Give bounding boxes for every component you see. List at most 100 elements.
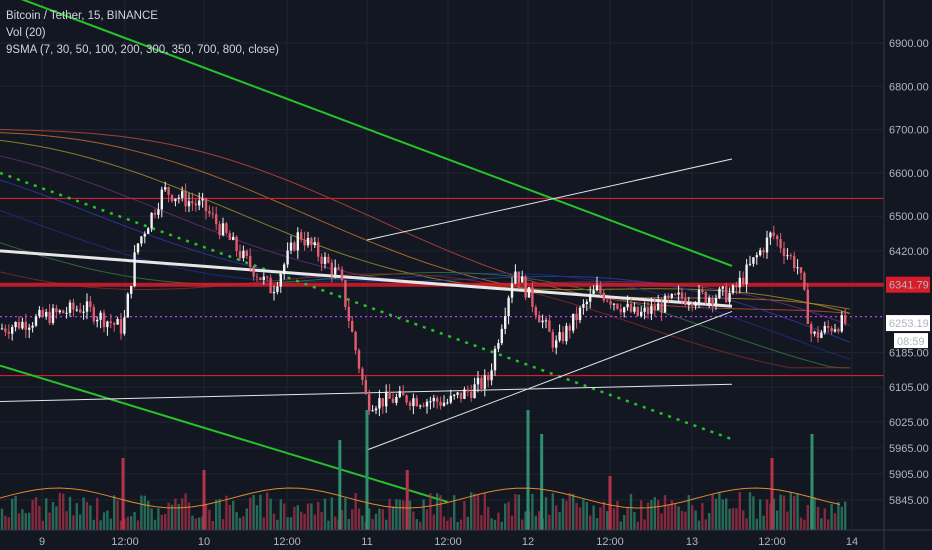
volume-bar [765, 499, 769, 530]
volume-bar [589, 515, 592, 530]
volume-bar [204, 504, 208, 530]
volume-bar [762, 515, 765, 530]
volume-bar [640, 500, 643, 530]
volume-indicator-label[interactable]: Vol (20) [6, 27, 46, 39]
candle-body [837, 329, 840, 332]
candle-body [660, 303, 663, 313]
volume-bar [446, 520, 449, 530]
volume-bar [759, 499, 762, 530]
time-tick-label: 9 [39, 536, 45, 548]
candle-body [636, 306, 639, 316]
candle-body [283, 264, 286, 275]
candle-body [456, 392, 459, 395]
candle-body [578, 307, 582, 321]
volume-bar [548, 514, 551, 530]
candle-body [459, 392, 463, 399]
candle-body [72, 302, 75, 310]
candle-body [177, 197, 180, 199]
volume-spike-bar [202, 470, 206, 530]
candle-body [102, 312, 106, 328]
candle-body [473, 384, 476, 399]
candle-body [31, 325, 34, 328]
sma-indicator-label[interactable]: 9SMA (7, 30, 50, 100, 200, 300, 350, 700… [6, 44, 279, 56]
symbol-title[interactable]: Bitcoin / Tether, 15, BINANCE [6, 10, 158, 22]
volume-bar [517, 494, 520, 530]
volume-bar [235, 511, 238, 530]
candle-body [408, 402, 412, 407]
candle-body [337, 267, 340, 270]
volume-bar [670, 500, 673, 530]
volume-bar [555, 505, 558, 530]
volume-bar [436, 493, 439, 530]
volume-bar [41, 520, 44, 530]
candle-body [718, 288, 721, 298]
candle-body [504, 316, 507, 329]
candle-body [167, 187, 170, 195]
volume-bar [21, 509, 24, 530]
candle-body [79, 309, 82, 313]
volume-spike-bar [540, 434, 544, 530]
candle-body [412, 398, 415, 407]
time-tick-label: 11 [361, 536, 372, 548]
volume-bar [92, 519, 95, 530]
candle-body [320, 256, 323, 264]
volume-bar [697, 520, 701, 530]
volume-bar [643, 519, 646, 530]
volume-bar [374, 513, 378, 530]
candle-body [164, 187, 167, 190]
candle-body [361, 368, 364, 380]
candle-body [820, 332, 823, 338]
candle-body [7, 331, 10, 334]
volume-bar [361, 515, 364, 530]
volume-bar [752, 496, 755, 530]
volume-bar [65, 511, 68, 530]
candle-body [833, 329, 837, 332]
volume-bar [623, 515, 626, 530]
candle-body [500, 328, 503, 344]
candle-body [538, 315, 541, 323]
candle-body [765, 237, 769, 253]
volume-bar [225, 495, 228, 530]
candle-body [626, 303, 629, 308]
volume-bar [779, 494, 782, 530]
volume-bar [786, 511, 789, 530]
candle-body [776, 235, 779, 240]
volume-bar [442, 516, 446, 530]
candle-body [143, 233, 146, 237]
time-tick-label: 13 [686, 536, 698, 548]
candle-body [711, 297, 714, 305]
volume-bar [82, 497, 85, 530]
volume-bar [626, 507, 629, 530]
volume-bar [408, 500, 412, 530]
time-tick-label: 12:00 [434, 536, 462, 548]
price-tick-label: 6253.19 [889, 318, 929, 330]
volume-bar [599, 507, 602, 530]
moving-average-line [0, 139, 851, 314]
candle-body [521, 276, 524, 283]
volume-bar [612, 508, 616, 530]
candle-body [255, 276, 259, 278]
volume-bar [385, 519, 388, 530]
candle-body [623, 307, 626, 313]
time-tick-label: 12:00 [758, 536, 786, 548]
candle-body [398, 391, 401, 397]
volume-bar [684, 511, 687, 530]
volume-spike-bar [526, 410, 530, 530]
volume-bar [388, 498, 391, 530]
volume-bar [524, 511, 527, 530]
volume-bar [402, 500, 405, 530]
candle-body [697, 289, 701, 304]
candle-body [28, 327, 31, 330]
volume-bar [466, 516, 469, 530]
candle-body [548, 320, 551, 332]
white-trendline [0, 249, 733, 308]
volume-bar [799, 517, 803, 530]
candle-body [789, 255, 792, 257]
volume-bar [544, 497, 548, 530]
candle-body [650, 305, 653, 314]
volume-bar [14, 495, 17, 530]
volume-spike-bar [770, 458, 774, 530]
candle-body [483, 375, 486, 389]
